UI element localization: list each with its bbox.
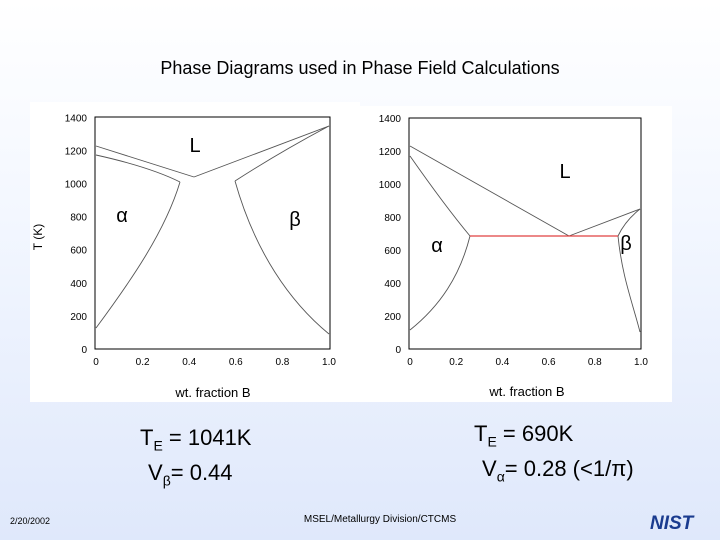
eutectic-temperature-right: TE = 690K: [474, 421, 574, 450]
solvus-beta: [234, 180, 330, 335]
slide-title: Phase Diagrams used in Phase Field Calcu…: [160, 58, 560, 78]
liquidus-left: [95, 145, 195, 178]
y-tick-label: 1200: [379, 147, 402, 158]
y-tick-label: 1400: [379, 114, 402, 125]
y-tick-label: 800: [70, 213, 87, 224]
phase-diagram-right-svg: 0 200 400 600 800 1000 1200 1400 0 0.2 0.4 0.6 0.8 1…: [379, 114, 649, 399]
y-tick-label: 1400: [65, 113, 88, 124]
liquidus-right: [193, 125, 330, 178]
phase-diagram-right: 0 200 400 600 800 1000 1200 1400 0 0.2 0.4 0.6 0.8 1…: [360, 106, 672, 402]
x-tick-label: 0.8: [588, 357, 602, 368]
phase-label-alpha: α: [431, 235, 443, 257]
x-tick-label: 1.0: [634, 357, 648, 368]
volume-fraction-right: Vα= 0.28 (<1/π): [482, 456, 634, 485]
y-tick-label: 800: [384, 213, 401, 224]
result-right: TE = 690K Vα= 0.28 (<1/π): [474, 420, 634, 491]
x-axis-label: wt. fraction B: [174, 385, 250, 400]
y-tick-label: 600: [70, 246, 87, 257]
result-left: TE = 1041K Vβ= 0.44: [140, 424, 251, 495]
y-tick-label: 600: [384, 246, 401, 257]
eutectic-temperature-left: TE = 1041K: [140, 425, 252, 454]
plot-frame: [408, 117, 642, 350]
x-tick-label: 0.8: [275, 357, 289, 368]
x-tick-labels: 0 0.2 0.4 0.6 0.8 1.0: [407, 357, 648, 368]
solidus-left: [409, 155, 471, 237]
slide-date: 2/20/2002: [10, 516, 51, 526]
slide-footer: MSEL/Metallurgy Division/CTCMS: [303, 514, 457, 525]
y-tick-label: 1200: [65, 146, 88, 157]
liquidus-right: [568, 208, 641, 237]
phase-diagram-left: 0 200 400 600 800 1000 1200 1400 0 0.2 0.4 0.6 0.8 1…: [30, 102, 360, 402]
x-tick-label: 0.6: [229, 357, 243, 368]
y-tick-labels: 0 200 400 600 800 1000 1200 1400: [65, 113, 88, 356]
solidus-right: [234, 125, 330, 182]
phase-label-liquid: L: [559, 161, 570, 183]
phase-diagram-left-svg: 0 200 400 600 800 1000 1200 1400 0 0.2 0.4 0.6 0.8 1…: [31, 113, 336, 400]
phase-label-liquid: L: [189, 135, 200, 157]
x-tick-label: 0.2: [136, 357, 150, 368]
x-tick-label: 0.6: [542, 357, 556, 368]
volume-fraction-left: Vβ= 0.44: [148, 460, 233, 489]
nist-logo-text: NIST: [650, 513, 695, 532]
plot-frame: [94, 116, 331, 350]
y-tick-labels: 0 200 400 600 800 1000 1200 1400: [379, 114, 402, 356]
solvus-beta: [617, 235, 641, 333]
x-tick-label: 0.4: [182, 357, 196, 368]
y-tick-label: 200: [70, 312, 87, 323]
phase-label-beta: β: [289, 209, 301, 231]
y-tick-label: 0: [81, 345, 87, 356]
x-axis-label: wt. fraction B: [488, 384, 564, 399]
liquidus-left: [409, 145, 570, 237]
x-tick-label: 1.0: [322, 357, 336, 368]
y-tick-label: 400: [384, 279, 401, 290]
y-tick-label: 0: [395, 345, 401, 356]
x-tick-label: 0.4: [495, 357, 509, 368]
x-tick-label: 0: [93, 357, 99, 368]
x-tick-label: 0: [407, 357, 413, 368]
phase-label-beta: β: [620, 233, 632, 255]
y-tick-label: 1000: [65, 180, 88, 191]
solvus-alpha: [95, 181, 181, 329]
phase-label-alpha: α: [116, 205, 128, 227]
y-axis-label: T (K): [31, 224, 45, 250]
x-tick-label: 0.2: [449, 357, 463, 368]
solidus-right: [617, 208, 641, 237]
solvus-alpha: [409, 235, 471, 331]
y-tick-label: 1000: [379, 180, 402, 191]
y-tick-label: 400: [70, 279, 87, 290]
solidus-left: [95, 154, 181, 183]
x-tick-labels: 0 0.2 0.4 0.6 0.8 1.0: [93, 357, 336, 368]
nist-logo: NIST: [650, 512, 710, 534]
y-tick-label: 200: [384, 312, 401, 323]
